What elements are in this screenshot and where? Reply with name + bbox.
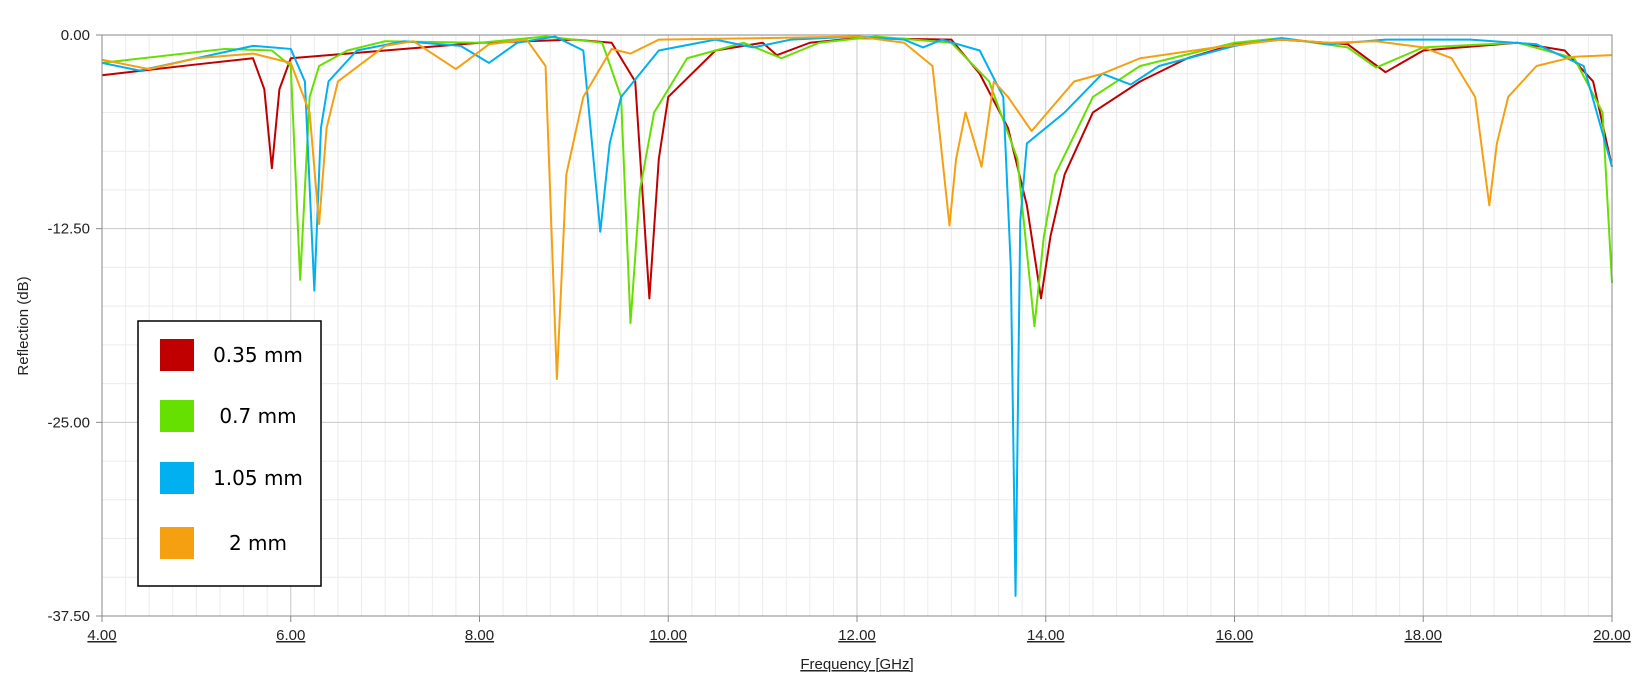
legend-swatch bbox=[160, 339, 194, 371]
grid bbox=[96, 34, 1613, 622]
plot-lines bbox=[101, 35, 1613, 597]
plot-frame bbox=[101, 34, 1613, 617]
legend-label: 0.35 mm bbox=[213, 343, 303, 367]
legend-label: 1.05 mm bbox=[213, 466, 303, 490]
series-line bbox=[101, 35, 1613, 328]
y-tick-label: -12.50 bbox=[47, 221, 90, 238]
legend-swatch bbox=[160, 462, 194, 494]
legend-label: 0.7 mm bbox=[219, 404, 296, 428]
x-tick-label: 10.00 bbox=[649, 627, 687, 644]
legend-swatch bbox=[160, 527, 194, 559]
y-tick-label: -37.50 bbox=[47, 608, 90, 625]
x-tick-label: 12.00 bbox=[838, 627, 876, 644]
x-tick-label: 8.00 bbox=[465, 627, 494, 644]
y-tick-label: 0.00 bbox=[61, 27, 90, 44]
x-tick-label: 16.00 bbox=[1216, 627, 1254, 644]
legend: 0.35 mm 0.7 mm 1.05 mm 2 mm bbox=[137, 320, 322, 587]
x-tick-label: 4.00 bbox=[87, 627, 116, 644]
series-line bbox=[101, 35, 1613, 380]
x-tick-label: 20.00 bbox=[1593, 627, 1631, 644]
x-tick-label: 14.00 bbox=[1027, 627, 1065, 644]
legend-label: 2 mm bbox=[229, 531, 287, 555]
series-line bbox=[101, 35, 1613, 597]
legend-swatch bbox=[160, 400, 194, 432]
x-axis-label: Frequency [GHz] bbox=[800, 656, 913, 673]
y-axis-label: Reflection (dB) bbox=[15, 276, 32, 375]
x-tick-label: 18.00 bbox=[1404, 627, 1442, 644]
y-tick-label: -25.00 bbox=[47, 414, 90, 431]
x-tick-label: 6.00 bbox=[276, 627, 305, 644]
